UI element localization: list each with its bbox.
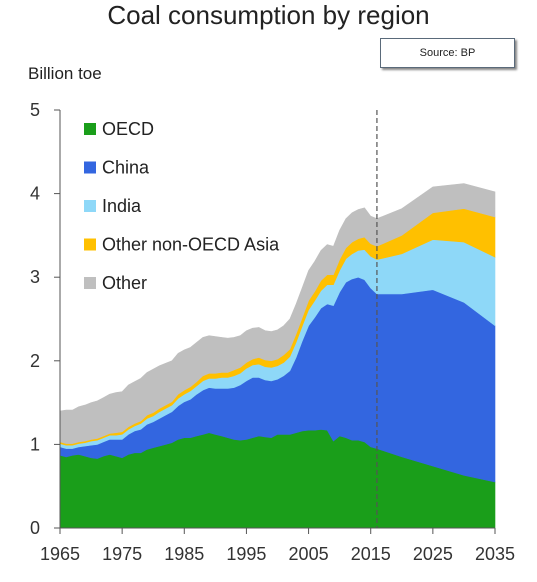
legend-swatch-india — [84, 200, 96, 212]
legend-swatch-other-non-oecd-asia — [84, 238, 96, 251]
chart-title: Coal consumption by region — [107, 0, 430, 30]
legend-label-other: Other — [102, 273, 147, 293]
source-label: Source: BP — [380, 38, 515, 68]
y-tick-label: 5 — [30, 100, 40, 120]
legend-swatch-other — [84, 277, 96, 289]
x-tick-label: 2025 — [413, 544, 453, 564]
x-tick-label: 1995 — [226, 544, 266, 564]
x-tick-label: 2035 — [475, 544, 515, 564]
legend-label-other-non-oecd-asia: Other non-OECD Asia — [102, 235, 280, 255]
legend-swatch-china — [84, 161, 96, 174]
legend-swatch-oecd — [84, 123, 96, 135]
legend-label-india: India — [102, 196, 142, 216]
axes: 0 1 2 3 4 5 1965 1975 1985 1995 2005 2015 2025 2035 — [30, 100, 515, 564]
y-axis-label: Billion toe — [28, 64, 102, 83]
stacked-areas — [59, 183, 496, 529]
legend-label-oecd: OECD — [102, 119, 154, 139]
x-tick-label: 1965 — [40, 544, 80, 564]
y-tick-label: 0 — [30, 518, 40, 538]
area-other — [59, 183, 496, 444]
y-tick-label: 3 — [30, 267, 40, 287]
legend-label-china: China — [102, 158, 150, 178]
x-tick-label: 2005 — [289, 544, 329, 564]
y-tick-label: 2 — [30, 351, 40, 371]
y-tick-label: 1 — [30, 434, 40, 454]
x-tick-label: 1975 — [102, 544, 142, 564]
x-tick-label: 1985 — [164, 544, 204, 564]
x-tick-label: 2015 — [351, 544, 391, 564]
legend: OECD China India Other non-OECD Asia Other — [84, 119, 280, 293]
y-tick-label: 4 — [30, 184, 40, 204]
